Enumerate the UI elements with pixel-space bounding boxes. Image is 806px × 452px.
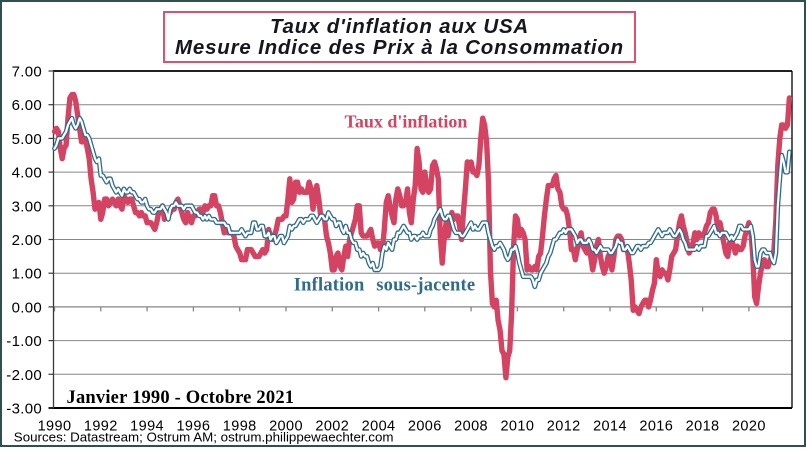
svg-text:2002: 2002	[315, 419, 349, 435]
svg-text:-3.00: -3.00	[6, 401, 42, 418]
svg-text:2012: 2012	[547, 419, 581, 435]
svg-text:-2.00: -2.00	[6, 367, 42, 384]
svg-text:2008: 2008	[454, 419, 488, 435]
svg-text:5.00: 5.00	[12, 131, 42, 148]
svg-text:1994: 1994	[130, 419, 164, 435]
svg-text:2000: 2000	[269, 419, 303, 435]
svg-text:2016: 2016	[639, 419, 673, 435]
svg-text:2.00: 2.00	[12, 232, 42, 249]
svg-text:1998: 1998	[223, 419, 257, 435]
svg-text:1992: 1992	[84, 419, 118, 435]
svg-text:2004: 2004	[362, 419, 396, 435]
svg-text:1.00: 1.00	[12, 266, 42, 283]
svg-text:6.00: 6.00	[12, 97, 42, 114]
svg-text:2006: 2006	[408, 419, 442, 435]
svg-text:3.00: 3.00	[12, 198, 42, 215]
svg-text:7.00: 7.00	[12, 64, 42, 81]
svg-text:-1.00: -1.00	[6, 333, 42, 350]
svg-text:2010: 2010	[500, 419, 534, 435]
svg-text:Sources: Datastream; Ostrum AM: Sources: Datastream; Ostrum AM; ostrum.p…	[14, 430, 394, 445]
svg-text:4.00: 4.00	[12, 165, 42, 182]
svg-text:1996: 1996	[176, 419, 210, 435]
svg-text:1990: 1990	[38, 419, 72, 435]
svg-text:0.00: 0.00	[12, 299, 42, 316]
svg-text:Janvier 1990 - Octobre 2021: Janvier 1990 - Octobre 2021	[67, 388, 295, 408]
svg-text:2014: 2014	[593, 419, 627, 435]
svg-text:2020: 2020	[732, 419, 766, 435]
svg-text:Taux d'inflation: Taux d'inflation	[345, 112, 468, 132]
svg-text:Inflation sous-jacente: Inflation sous-jacente	[294, 276, 476, 296]
svg-text:2018: 2018	[686, 419, 720, 435]
